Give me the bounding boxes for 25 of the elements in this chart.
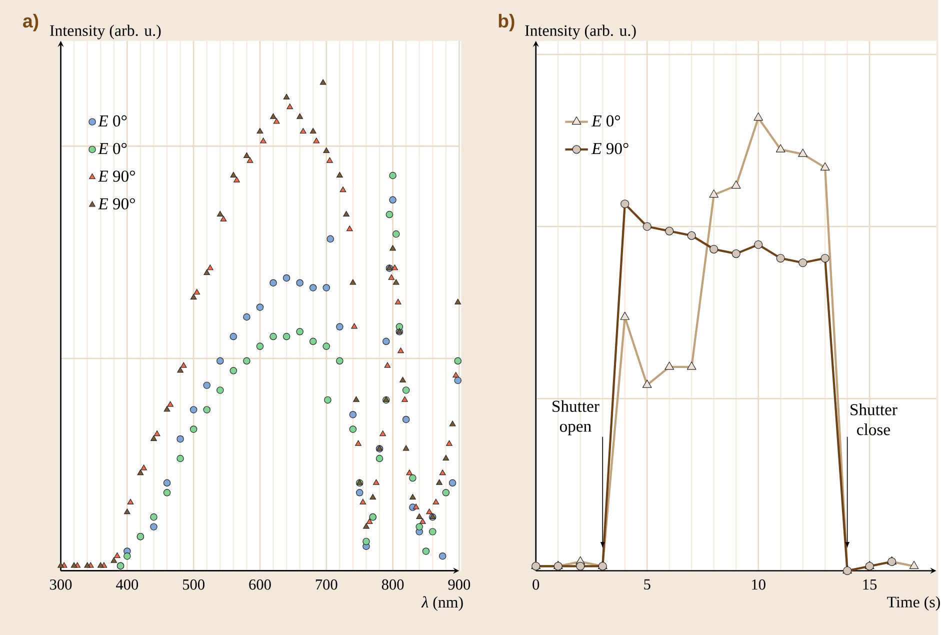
annotation: Shutter open: [552, 400, 600, 435]
x-tick-label: 700: [316, 579, 338, 590]
chart-title: a): [23, 14, 38, 32]
legend-label: E 0°: [98, 142, 127, 154]
legend-label: E 0°: [591, 115, 620, 126]
x-tick-label: 5: [644, 579, 650, 590]
x-axis-title: Time (s): [887, 596, 940, 610]
chart-title: b): [498, 14, 514, 32]
x-tick-label: 600: [249, 579, 271, 590]
x-tick-label: 800: [382, 579, 404, 590]
x-tick-label: 400: [116, 579, 138, 590]
legend-label: E 90°: [591, 142, 628, 154]
legend-label: E 90°: [98, 170, 135, 182]
legend-label: E 0°: [98, 115, 127, 126]
x-tick-label: 500: [183, 579, 204, 590]
x-tick-label: 900: [448, 579, 470, 590]
x-tick-label: 10: [752, 579, 766, 590]
x-tick-label: 15: [863, 579, 877, 590]
x-tick-label: 300: [50, 579, 72, 590]
legend-label: E 90°: [98, 198, 135, 210]
x-axis-title: λ (nm): [421, 596, 463, 611]
x-tick-label: 0: [532, 579, 540, 590]
annotation: Shutter close: [850, 403, 898, 435]
y-axis-title: Intensity (arb. u.): [525, 24, 636, 39]
y-axis-title: Intensity (arb. u.): [50, 24, 161, 39]
